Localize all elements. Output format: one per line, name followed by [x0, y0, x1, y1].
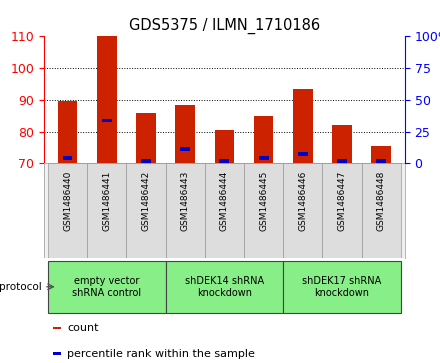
- Bar: [48, 261, 165, 313]
- Text: GSM1486440: GSM1486440: [63, 171, 72, 231]
- Text: GSM1486442: GSM1486442: [142, 171, 150, 231]
- Text: GSM1486441: GSM1486441: [102, 171, 111, 231]
- Bar: [126, 163, 165, 258]
- Bar: [102, 119, 112, 122]
- Bar: [371, 146, 391, 163]
- Bar: [337, 159, 347, 163]
- Title: GDS5375 / ILMN_1710186: GDS5375 / ILMN_1710186: [129, 17, 320, 33]
- Bar: [362, 163, 401, 258]
- Bar: [220, 159, 229, 163]
- Bar: [259, 156, 268, 160]
- Text: GSM1486445: GSM1486445: [259, 171, 268, 231]
- Bar: [298, 152, 308, 156]
- Text: empty vector
shRNA control: empty vector shRNA control: [72, 276, 141, 298]
- Bar: [283, 261, 401, 313]
- Text: protocol: protocol: [0, 282, 42, 292]
- Bar: [244, 163, 283, 258]
- Bar: [53, 327, 61, 330]
- Bar: [136, 113, 156, 163]
- Bar: [62, 156, 73, 160]
- Text: GSM1486443: GSM1486443: [181, 171, 190, 231]
- Bar: [254, 116, 273, 163]
- Bar: [165, 261, 283, 313]
- Bar: [293, 89, 313, 163]
- Bar: [332, 125, 352, 163]
- Bar: [176, 105, 195, 163]
- Bar: [165, 163, 205, 258]
- Bar: [376, 159, 386, 163]
- Bar: [97, 36, 117, 163]
- Bar: [58, 101, 77, 163]
- Bar: [48, 163, 87, 258]
- Bar: [323, 163, 362, 258]
- Text: percentile rank within the sample: percentile rank within the sample: [67, 348, 255, 359]
- Bar: [205, 163, 244, 258]
- Text: shDEK14 shRNA
knockdown: shDEK14 shRNA knockdown: [185, 276, 264, 298]
- Bar: [180, 147, 190, 151]
- Text: GSM1486444: GSM1486444: [220, 171, 229, 231]
- Text: GSM1486448: GSM1486448: [377, 171, 386, 231]
- Bar: [87, 163, 126, 258]
- Text: GSM1486447: GSM1486447: [337, 171, 347, 231]
- Text: shDEK17 shRNA
knockdown: shDEK17 shRNA knockdown: [302, 276, 381, 298]
- Bar: [215, 130, 234, 163]
- Bar: [141, 159, 151, 163]
- Bar: [53, 352, 61, 355]
- Text: GSM1486446: GSM1486446: [298, 171, 307, 231]
- Bar: [283, 163, 323, 258]
- Text: count: count: [67, 323, 99, 333]
